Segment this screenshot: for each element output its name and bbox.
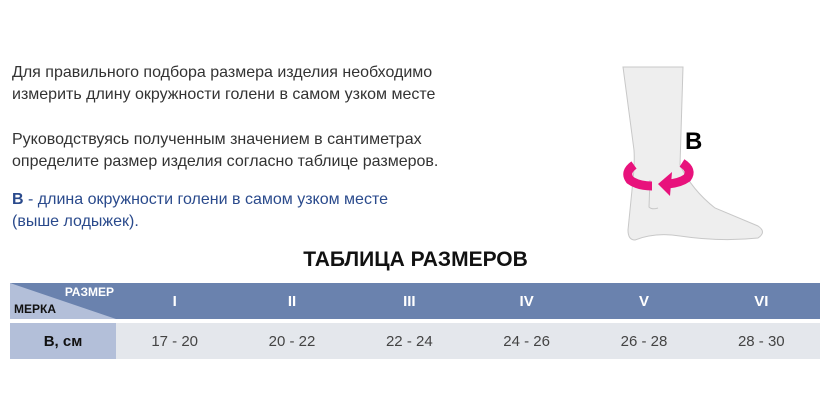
table-row: B, см 17 - 20 20 - 22 22 - 24 24 - 26 26… xyxy=(10,323,820,359)
instruction-text-2: Руководствуясь полученным значением в са… xyxy=(12,129,438,173)
size-value: 24 - 26 xyxy=(503,332,550,350)
corner-measure-label: МЕРКА xyxy=(14,302,56,316)
text-line: определите размер изделия согласно табли… xyxy=(12,153,439,170)
legend-key: B xyxy=(12,191,24,208)
size-header: IV xyxy=(519,292,534,310)
size-value: 26 - 28 xyxy=(620,332,668,350)
table-header-row: РАЗМЕР МЕРКА I II III IV V VI xyxy=(10,283,820,319)
size-header: I xyxy=(172,292,177,310)
ankle-illustration xyxy=(622,66,763,241)
text-line: Руководствуясь полученным значением в са… xyxy=(12,131,422,148)
size-header: III xyxy=(403,292,416,310)
text-line: Для правильного подбора размера изделия … xyxy=(12,64,433,81)
size-header: II xyxy=(287,292,297,310)
size-value: 28 - 30 xyxy=(737,332,785,350)
corner-size-label: РАЗМЕР xyxy=(64,285,114,299)
row-label: B, см xyxy=(10,323,116,359)
corner-cell: РАЗМЕР МЕРКА xyxy=(10,283,116,319)
size-value: 20 - 22 xyxy=(268,332,316,350)
size-value: 22 - 24 xyxy=(385,332,433,350)
measurement-label: B xyxy=(685,128,703,155)
text-line: измерить длину окружности голени в самом… xyxy=(12,86,436,103)
legend-text: B - длина окружности голени в самом узко… xyxy=(12,189,388,233)
text-line: (выше лодыжек). xyxy=(12,213,139,230)
table-title: ТАБЛИЦА РАЗМЕРОВ xyxy=(303,248,528,271)
circumference-arrow-icon xyxy=(623,159,694,196)
size-value: 17 - 20 xyxy=(151,332,199,350)
size-header: V xyxy=(638,292,649,310)
text-line: - длина окружности голени в самом узком … xyxy=(23,191,388,208)
instruction-text: Для правильного подбора размера изделия … xyxy=(12,62,435,106)
size-header: VI xyxy=(754,292,769,310)
